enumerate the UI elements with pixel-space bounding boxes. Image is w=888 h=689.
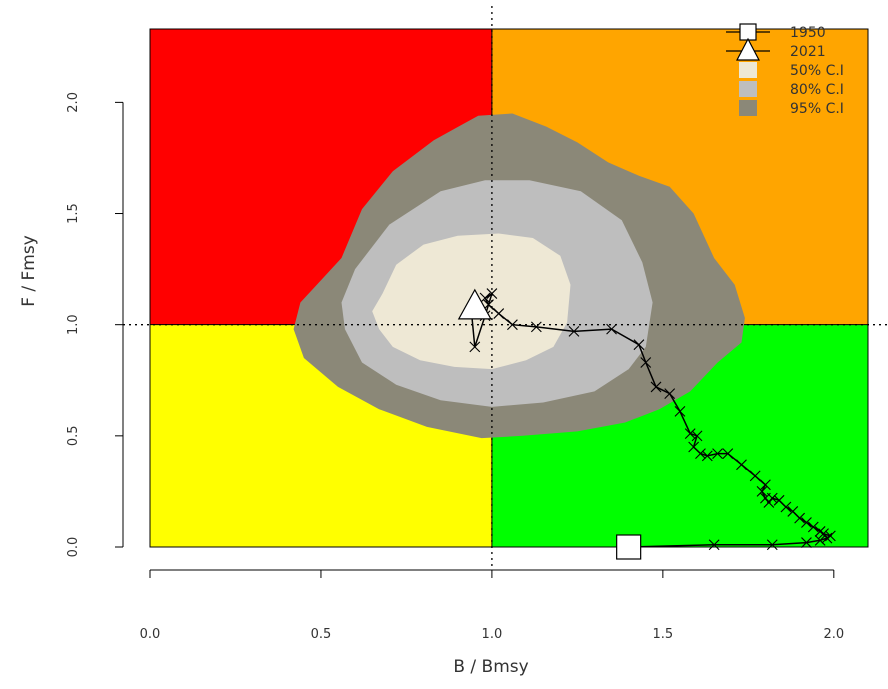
trajectory-point — [736, 459, 747, 471]
legend-label: 80% C.I — [790, 82, 844, 98]
y-tick-label: 1.0 — [66, 314, 81, 335]
trajectory-point — [814, 526, 826, 537]
y-tick-label: 1.5 — [66, 203, 81, 224]
trajectory-point — [606, 323, 617, 335]
legend-entry: 50% C.I — [739, 62, 844, 79]
legend-entry: 80% C.I — [739, 81, 844, 98]
legend: 1950 2021 50% C.I 80% C.I 95% C.I — [726, 23, 844, 117]
trajectory-point — [507, 319, 518, 331]
legend-label: 50% C.I — [790, 63, 844, 79]
axes — [115, 101, 835, 578]
trajectory-point — [787, 506, 799, 517]
trajectory-point — [756, 486, 768, 497]
y-tick-label: 0.0 — [66, 537, 81, 558]
endpoint-markers — [457, 288, 642, 560]
trajectory-point — [814, 534, 826, 546]
trajectory-point — [530, 321, 542, 333]
legend-label: 2021 — [790, 44, 826, 60]
legend-square-marker — [739, 23, 757, 41]
end-point-triangle — [457, 288, 492, 320]
trajectory-point — [568, 325, 580, 337]
x-tick-label: 0.0 — [140, 627, 161, 642]
trajectory-point — [633, 339, 645, 351]
legend-label: 1950 — [790, 25, 826, 41]
trajectory-point — [486, 288, 498, 299]
trajectory-point — [825, 530, 836, 542]
reference-lines — [123, 6, 888, 566]
legend-label: 95% C.I — [790, 101, 844, 117]
y-tick-label: 2.0 — [66, 92, 81, 113]
legend-triangle-marker — [736, 37, 760, 61]
trajectory-point — [712, 448, 723, 460]
trajectory-point — [749, 470, 761, 482]
trajectory-point — [674, 405, 686, 417]
trajectory-point — [766, 539, 778, 551]
trajectory-point — [691, 430, 703, 442]
trajectory-point — [760, 479, 771, 491]
y-tick-labels: 0.0 0.5 1.0 1.5 2.0 — [66, 92, 81, 557]
plot-frame — [149, 28, 869, 548]
trajectory-point — [722, 448, 734, 460]
legend-swatch — [739, 62, 757, 78]
trajectory-point — [760, 492, 771, 504]
trajectory-point — [493, 308, 505, 319]
legend-swatch — [739, 100, 757, 116]
legend-swatch — [739, 81, 757, 97]
x-tick-label: 1.0 — [482, 627, 503, 642]
trajectory-point — [701, 450, 713, 462]
trajectory-point — [807, 521, 819, 533]
trajectory-point — [818, 528, 829, 540]
legend-entry: 95% C.I — [739, 100, 844, 117]
trajectory-point — [708, 539, 720, 551]
x-axis-title: B / Bmsy — [453, 657, 528, 677]
trajectory-point — [801, 517, 812, 528]
trajectory-point — [469, 341, 481, 353]
y-tick-label: 0.5 — [66, 425, 81, 446]
x-tick-label: 2.0 — [823, 627, 844, 642]
x-tick-label: 0.5 — [311, 627, 332, 642]
trajectory-point — [650, 381, 662, 393]
trajectory-point — [773, 494, 785, 506]
x-tick-label: 1.5 — [653, 627, 674, 642]
start-point-square — [616, 534, 642, 560]
x-tick-labels: 0.0 0.5 1.0 1.5 2.0 — [140, 627, 844, 642]
y-axis-title: F / Fmsy — [19, 235, 39, 307]
trajectory-point — [688, 441, 700, 453]
confidence-regions — [293, 113, 745, 439]
legend-entry: 2021 — [726, 37, 826, 61]
trajectory-point — [763, 497, 775, 508]
trajectory-point — [640, 357, 652, 368]
legend-entry: 1950 — [726, 23, 826, 41]
trajectory-point — [684, 428, 696, 440]
trajectory-point — [801, 537, 812, 548]
trajectory-point — [664, 388, 676, 399]
